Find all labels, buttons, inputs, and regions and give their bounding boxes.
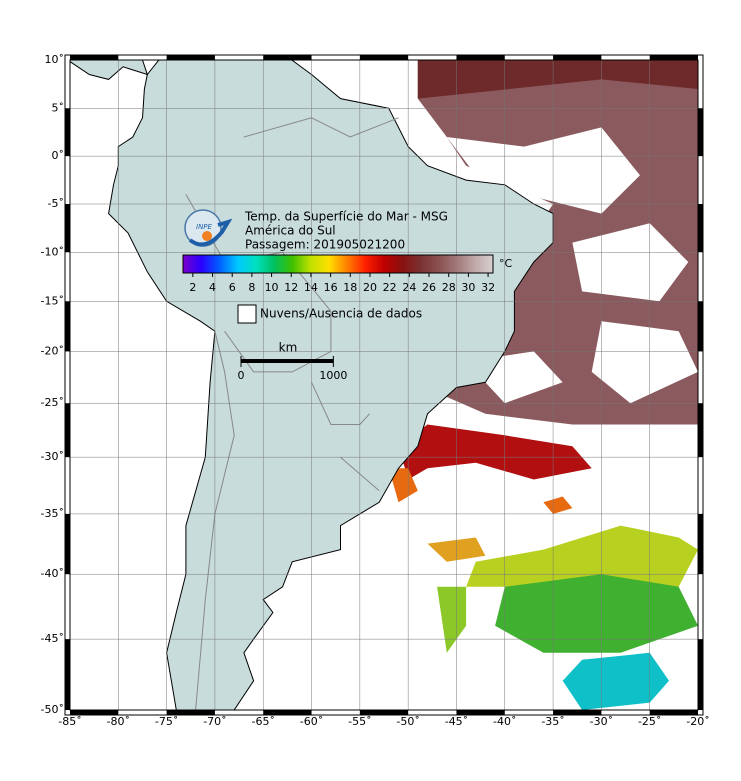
frame-segment	[70, 710, 119, 715]
sst-area	[417, 60, 698, 99]
x-tick-label: -50˚	[396, 715, 419, 728]
frame-segment	[698, 403, 703, 458]
scale-bar	[241, 359, 334, 363]
sst-area	[437, 586, 467, 653]
frame-segment	[70, 55, 119, 60]
x-tick-label: -20˚	[686, 715, 709, 728]
frame-segment	[65, 513, 70, 575]
y-tick-label: -45˚	[41, 632, 64, 645]
frame-segment	[698, 204, 703, 253]
colorbar-tick-label: 28	[442, 281, 456, 294]
frame-segment	[65, 108, 70, 157]
x-tick-label: -25˚	[638, 715, 661, 728]
colorbar-tick-label: 30	[461, 281, 475, 294]
legend-title: América do Sul	[245, 224, 336, 238]
frame-segment	[166, 710, 215, 715]
sst-area	[466, 525, 698, 594]
frame-segment	[263, 710, 312, 715]
sst-area	[398, 424, 592, 480]
sst-area	[562, 652, 669, 710]
frame-segment	[456, 710, 505, 715]
frame-segment	[649, 55, 698, 60]
y-tick-label: -20˚	[41, 344, 64, 357]
sst-area	[446, 127, 640, 214]
x-tick-label: -70˚	[203, 715, 226, 728]
sst-area	[591, 321, 698, 404]
y-tick-label: -10˚	[41, 245, 64, 258]
legend-title: Passagem: 201905021200	[245, 238, 405, 252]
colorbar-tick-label: 26	[422, 281, 436, 294]
y-tick-label: -25˚	[41, 396, 64, 409]
frame-segment	[359, 55, 409, 60]
x-tick-label: -45˚	[445, 715, 468, 728]
sst-area	[495, 574, 698, 653]
frame-segment	[553, 710, 602, 715]
colorbar-tick-label: 16	[324, 281, 338, 294]
x-tick-label: -75˚	[155, 715, 178, 728]
y-tick-label: 5˚	[52, 101, 65, 114]
logo: INPE	[184, 209, 233, 247]
x-tick-label: -35˚	[541, 715, 564, 728]
x-tick-label: -80˚	[107, 715, 130, 728]
frame	[69, 59, 699, 711]
y-tick-label: -50˚	[41, 703, 64, 716]
x-tick-label: -30˚	[590, 715, 613, 728]
y-tick-label: -35˚	[41, 507, 64, 520]
logo-text: INPE	[196, 223, 213, 231]
frame-segment	[553, 55, 602, 60]
x-tick-label: -65˚	[251, 715, 274, 728]
scale-tick-label: 0	[238, 369, 245, 382]
scale-unit: km	[279, 341, 298, 355]
frame-segment	[649, 710, 698, 715]
scale-tick-label: 1000	[319, 369, 347, 382]
legend-title: Temp. da Superfície do Mar - MSG	[244, 210, 448, 224]
frame-segment	[65, 403, 70, 458]
frame	[64, 54, 704, 716]
frame-segment	[359, 710, 409, 715]
x-tick-label: -85˚	[58, 715, 81, 728]
sst-area	[388, 468, 418, 503]
colorbar-tick-label: 24	[402, 281, 416, 294]
y-tick-label: -5˚	[48, 197, 64, 210]
colorbar-tick-label: 12	[284, 281, 298, 294]
colorbar-tick-label: 4	[209, 281, 216, 294]
frame-segment	[698, 513, 703, 575]
frame-segment	[263, 55, 312, 60]
colorbar-tick-label: 10	[265, 281, 279, 294]
sst-area	[543, 496, 573, 514]
colorbar-unit: °C	[499, 257, 513, 270]
frame-segment	[698, 639, 703, 710]
colorbar	[182, 254, 494, 274]
y-tick-label: -15˚	[41, 294, 64, 307]
colorbar-tick-label: 32	[481, 281, 495, 294]
frame-segment	[698, 108, 703, 157]
y-tick-label: 10˚	[45, 53, 65, 66]
colorbar-tick-label: 22	[383, 281, 397, 294]
frame-segment	[65, 639, 70, 710]
colorbar-tick-label: 8	[248, 281, 255, 294]
frame-segment	[698, 301, 703, 352]
colorbar-tick-label: 14	[304, 281, 318, 294]
frame-segment	[65, 301, 70, 352]
x-tick-label: -40˚	[493, 715, 516, 728]
no-data-label: Nuvens/Ausencia de dados	[260, 307, 422, 321]
no-data-swatch	[237, 304, 257, 324]
y-tick-label: -30˚	[41, 450, 64, 463]
colorbar-tick-label: 2	[189, 281, 196, 294]
x-tick-label: -60˚	[300, 715, 323, 728]
colorbar-tick-label: 18	[343, 281, 357, 294]
border	[243, 117, 399, 138]
x-tick-label: -55˚	[348, 715, 371, 728]
frame-segment	[456, 55, 505, 60]
y-tick-label: -40˚	[41, 567, 64, 580]
y-tick-label: 0˚	[52, 149, 65, 162]
colorbar-tick-label: 20	[363, 281, 377, 294]
colorbar-tick-label: 6	[229, 281, 236, 294]
border	[195, 331, 235, 710]
land	[70, 60, 149, 80]
frame-segment	[65, 204, 70, 253]
frame-segment	[166, 55, 215, 60]
